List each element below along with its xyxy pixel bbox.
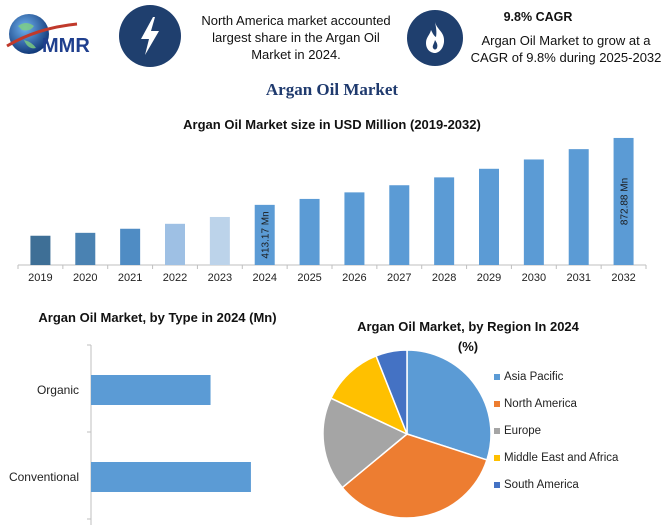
x-tick-label-2030: 2030: [522, 272, 546, 284]
region-chart-title: Argan Oil Market, by Region In 2024 (%): [336, 317, 600, 357]
pie-slice-middle-east-and-africa: [329, 354, 409, 436]
x-tick-label-2026: 2026: [342, 272, 366, 284]
logo-text: MMR: [42, 35, 90, 57]
x-tick-label-2028: 2028: [432, 272, 456, 284]
bar-2024: [254, 204, 275, 265]
bar-organic: [91, 375, 211, 405]
bar-2032: [613, 137, 634, 265]
x-tick-label-2021: 2021: [118, 272, 142, 284]
type-bar-chart: Organic Conventional: [9, 344, 251, 525]
legend-swatch: [494, 455, 500, 461]
bar-2020: [75, 232, 96, 265]
legend-label-south-america: South America: [504, 479, 579, 491]
bolt-badge: [119, 5, 181, 67]
bar-2021: [120, 228, 141, 265]
pie-slice-europe: [322, 397, 409, 489]
region-pie-chart: Asia Pacific North America Europe Middle Ea…: [322, 349, 619, 519]
pie-slice-south-america: [375, 349, 408, 435]
legend-label-asia-pacific: Asia Pacific: [504, 371, 564, 383]
flame-icon: [426, 22, 445, 53]
y-tick-label-organic: Organic: [37, 383, 79, 397]
x-tick-label-2020: 2020: [73, 272, 97, 284]
market-share-text: North America market accounted largest s…: [201, 13, 391, 62]
flame-badge: [407, 10, 463, 66]
bar-2022: [165, 223, 185, 265]
bar-2025: [299, 198, 320, 265]
lightning-bolt-icon: [141, 17, 159, 55]
y-tick-label-conventional: Conventional: [9, 470, 79, 484]
mmr-logo: MMR: [4, 6, 114, 66]
legend-swatch: [494, 401, 500, 407]
bar-2019: [30, 235, 51, 265]
market-size-bar-chart: 2019 2020 2021 2022 2023 2024 413.17 Mn 2025 202…: [17, 137, 647, 284]
bar-2026: [344, 192, 365, 265]
data-label-2032: 872.88 Mn: [620, 178, 631, 225]
legend-swatch: [494, 428, 500, 434]
cagr-title: 9.8% CAGR: [503, 10, 573, 24]
x-tick-label-2029: 2029: [477, 272, 501, 284]
type-chart-title: Argan Oil Market, by Type in 2024 (Mn): [38, 310, 277, 325]
bar-2029: [479, 168, 499, 265]
data-label-2024: 413.17 Mn: [261, 211, 272, 258]
x-tick-label-2025: 2025: [297, 272, 321, 284]
main-title: Argan Oil Market: [265, 80, 399, 99]
x-tick-label-2024: 2024: [252, 272, 276, 284]
x-tick-label-2019: 2019: [28, 272, 52, 284]
bar-2028: [434, 177, 455, 265]
region-chart-subtitle: (%): [457, 339, 479, 354]
pie-slice-north-america: [341, 433, 488, 519]
x-tick-label-2032: 2032: [611, 272, 635, 284]
pie-slice-asia-pacific: [406, 349, 492, 461]
bar-2031: [568, 149, 589, 265]
x-tick-label-2022: 2022: [163, 272, 187, 284]
legend-swatch: [494, 482, 500, 488]
x-tick-label-2027: 2027: [387, 272, 411, 284]
bar-2023: [209, 216, 230, 265]
bar-2027: [389, 185, 410, 265]
bar-chart-title: Argan Oil Market size in USD Million (20…: [183, 117, 481, 132]
x-tick-label-2031: 2031: [566, 272, 590, 284]
x-tick-label-2023: 2023: [208, 272, 232, 284]
legend-label-north-america: North America: [504, 398, 577, 410]
bar-conventional: [91, 462, 251, 492]
legend-label-middle-east-and-africa: Middle East and Africa: [504, 452, 619, 464]
cagr-text: Argan Oil Market to grow at a CAGR of 9.…: [470, 33, 662, 65]
legend-swatch: [494, 374, 500, 380]
region-chart-title-text: Argan Oil Market, by Region In 2024: [357, 319, 579, 334]
bar-2030: [523, 159, 544, 265]
legend-label-europe: Europe: [504, 425, 541, 437]
